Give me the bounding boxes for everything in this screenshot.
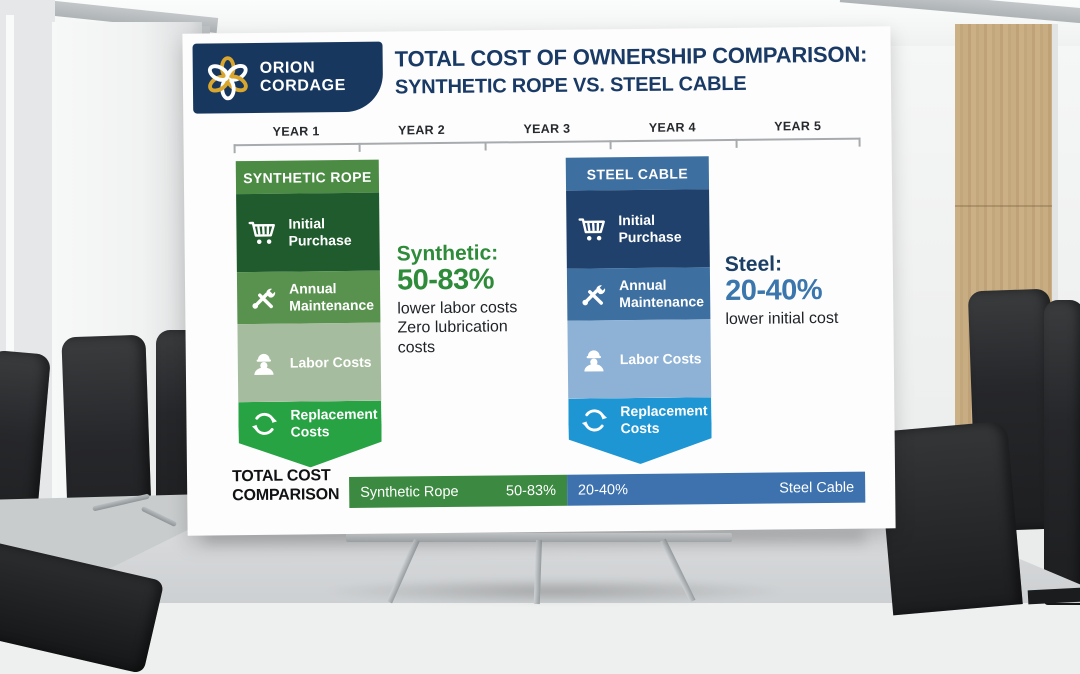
timeline-axis	[234, 138, 861, 147]
year-label: YEAR 3	[484, 121, 610, 136]
year-timeline: YEAR 1 YEAR 2 YEAR 3 YEAR 4 YEAR 5	[233, 119, 860, 147]
bar-left-label: Synthetic Rope	[360, 483, 459, 500]
brand-name-line2: CORDAGE	[260, 77, 346, 96]
total-label-line1: TOTAL COST	[232, 467, 339, 487]
cost-row-annual-maintenance: Annual Maintenance	[567, 267, 711, 320]
title-line2: SYNTHETIC ROPE VS. STEEL CABLE	[395, 72, 875, 99]
callout-desc-line2: Zero lubrication costs	[397, 317, 547, 358]
column-header: SYNTHETIC ROPE	[236, 160, 379, 194]
synthetic-callout: Synthetic: 50-83% lower labor costs Zero…	[397, 242, 548, 358]
poster-title: TOTAL COST OF OWNERSHIP COMPARISON: SYNT…	[395, 42, 876, 98]
timeline-tick	[484, 142, 486, 151]
wood-panel-seam	[955, 205, 1055, 207]
cost-row-labor-costs: Labor Costs	[567, 319, 711, 398]
synthetic-rope-column: SYNTHETIC ROPE Initial Purchase Annual M…	[236, 160, 382, 468]
year-label: YEAR 5	[735, 119, 861, 134]
callout-name: Steel:	[725, 252, 885, 276]
column-header: STEEL CABLE	[566, 156, 709, 190]
cost-row-label: Labor Costs	[290, 353, 378, 371]
brand-panel: ORION CORDAGE	[192, 42, 383, 114]
callout-desc-line1: lower initial cost	[725, 308, 885, 329]
bar-left-value: 50-83%	[506, 482, 556, 499]
cost-row-label: Initial Purchase	[288, 215, 376, 250]
brand-name: ORION CORDAGE	[260, 59, 346, 96]
orion-cordage-logo-icon	[205, 55, 251, 101]
year-labels: YEAR 1 YEAR 2 YEAR 3 YEAR 4 YEAR 5	[233, 119, 860, 140]
brand-name-line1: ORION	[260, 59, 346, 78]
office-chair	[1044, 300, 1080, 605]
refresh-icon	[578, 404, 610, 436]
cost-row-replacement-costs: Replacement Costs	[568, 397, 712, 464]
steel-cable-column: STEEL CABLE Initial Purchase Annual Main…	[566, 156, 712, 464]
cost-row-labor-costs: Labor Costs	[237, 323, 381, 402]
cost-row-initial-purchase: Initial Purchase	[236, 193, 380, 272]
cost-row-replacement-costs: Replacement Costs	[238, 401, 382, 468]
cost-row-label: Replacement Costs	[290, 406, 378, 441]
callout-desc: lower initial cost	[725, 308, 885, 329]
cost-row-label: Replacement Costs	[620, 402, 708, 437]
title-line1: TOTAL COST OF OWNERSHIP COMPARISON:	[395, 42, 875, 71]
worker-icon	[248, 347, 280, 379]
callout-desc: lower labor costs Zero lubrication costs	[397, 298, 548, 358]
cost-row-annual-maintenance: Annual Maintenance	[237, 271, 381, 324]
timeline-tick	[610, 140, 612, 149]
callout-stat: 20-40%	[725, 274, 885, 308]
cart-icon	[576, 213, 608, 245]
callout-desc-line1: lower labor costs	[397, 298, 547, 319]
worker-icon	[578, 343, 610, 375]
cost-row-label: Annual Maintenance	[619, 276, 707, 311]
year-label: YEAR 2	[359, 123, 485, 138]
timeline-tick	[859, 138, 861, 147]
callout-name: Synthetic:	[397, 242, 547, 266]
tools-icon	[577, 278, 609, 310]
timeline-tick	[735, 139, 737, 148]
bar-right-label: Steel Cable	[779, 479, 854, 496]
cost-row-initial-purchase: Initial Purchase	[566, 189, 710, 268]
total-cost-comparison-label: TOTAL COST COMPARISON	[232, 467, 339, 506]
cost-row-label: Annual Maintenance	[289, 280, 377, 315]
infographic-poster: ORION CORDAGE TOTAL COST OF OWNERSHIP CO…	[182, 26, 895, 535]
refresh-icon	[248, 408, 280, 440]
comparison-bar: Synthetic Rope 50-83% 20-40% Steel Cable	[349, 472, 865, 508]
timeline-tick	[359, 143, 361, 152]
comparison-bar-steel-segment: 20-40% Steel Cable	[567, 472, 866, 506]
tools-icon	[247, 282, 279, 314]
bar-right-value: 20-40%	[578, 482, 628, 499]
chair-armrest	[1028, 588, 1080, 605]
office-chair	[877, 421, 1023, 616]
total-label-line2: COMPARISON	[232, 486, 339, 506]
year-label: YEAR 1	[233, 124, 359, 139]
callout-stat: 50-83%	[397, 264, 547, 297]
year-label: YEAR 4	[610, 120, 736, 135]
timeline-tick	[234, 144, 236, 153]
cost-row-label: Initial Purchase	[618, 211, 706, 246]
cost-row-label: Labor Costs	[620, 350, 708, 368]
comparison-bar-synthetic-segment: Synthetic Rope 50-83%	[349, 475, 567, 508]
steel-callout: Steel: 20-40% lower initial cost	[725, 252, 886, 329]
cart-icon	[246, 217, 278, 249]
